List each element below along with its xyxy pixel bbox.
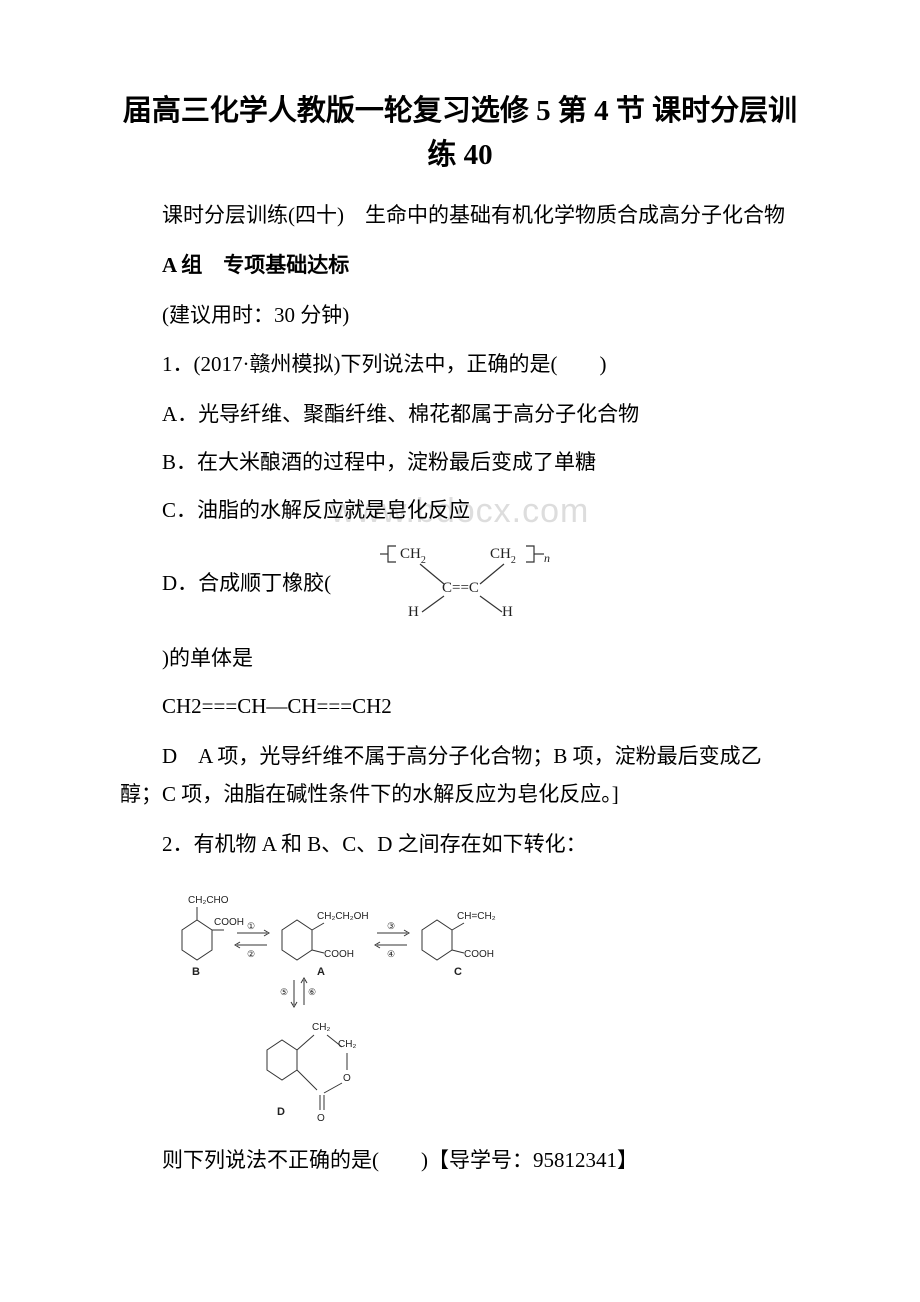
q2-tail: 则下列说法不正确的是( )【导学号：95812341】 bbox=[120, 1142, 800, 1180]
label-c: C bbox=[454, 966, 462, 978]
label-d-o1: O bbox=[343, 1073, 351, 1084]
label-ch2ch2oh: CH₂CH₂OH bbox=[317, 911, 369, 922]
n-subscript: n bbox=[544, 551, 550, 565]
content-area: 届高三化学人教版一轮复习选修 5 第 4 节 课时分层训练 40 课时分层训练(… bbox=[120, 90, 800, 1180]
q1-answer: D A 项，光导纤维不属于高分子化合物；B 项，淀粉最后变成乙醇；C 项，油脂在… bbox=[120, 738, 800, 814]
q1-option-b: B．在大米酿酒的过程中，淀粉最后变成了单糖 bbox=[120, 444, 800, 482]
label-d-ch2a: CH₂ bbox=[312, 1022, 330, 1033]
label-d-o2: O bbox=[317, 1113, 325, 1124]
section-a-header: A 组 专项基础达标 bbox=[120, 247, 800, 285]
label-cooh-a: COOH bbox=[324, 949, 354, 960]
label-d-ch2b: CH₂ bbox=[338, 1039, 356, 1050]
label-a: A bbox=[317, 966, 325, 978]
q2-stem: 2．有机物 A 和 B、C、D 之间存在如下转化： bbox=[120, 826, 800, 864]
label-5: ⑤ bbox=[280, 987, 288, 997]
label-6: ⑥ bbox=[308, 987, 316, 997]
polymer-structure-icon: CH2 CH2 n C==C bbox=[336, 540, 568, 631]
label-1: ① bbox=[247, 921, 255, 931]
label-b: B bbox=[192, 966, 200, 978]
q1-d-prefix: D．合成顺丁橡胶( bbox=[162, 571, 331, 595]
label-3: ③ bbox=[387, 921, 395, 931]
q1-d-suffix: )的单体是 bbox=[120, 640, 800, 678]
q1-d-formula: CH2===CH—CH===CH2 bbox=[120, 688, 800, 726]
label-chch2: CH=CH₂ bbox=[457, 911, 496, 922]
page-title: 届高三化学人教版一轮复习选修 5 第 4 节 课时分层训练 40 bbox=[120, 90, 800, 177]
label-2: ② bbox=[247, 949, 255, 959]
label-d: D bbox=[277, 1106, 285, 1118]
label-cooh-b: COOH bbox=[214, 917, 244, 928]
label-cooh-c: COOH bbox=[464, 949, 494, 960]
subtitle-text: 课时分层训练(四十) 生命中的基础有机化学物质合成高分子化合物 bbox=[120, 197, 800, 235]
label-4: ④ bbox=[387, 949, 395, 959]
h-left-label: H bbox=[408, 604, 419, 618]
q1-option-d: D．合成顺丁橡胶( CH2 CH2 n bbox=[120, 540, 800, 631]
ch2-right-label: CH2 bbox=[490, 546, 516, 566]
time-note: (建议用时：30 分钟) bbox=[120, 297, 800, 335]
reaction-diagram: B CH₂CHO COOH ① ② A bbox=[152, 875, 800, 1130]
label-ch2cho: CH₂CHO bbox=[188, 895, 229, 906]
ch2-left-label: CH2 bbox=[400, 546, 426, 566]
q1-option-a: A．光导纤维、聚酯纤维、棉花都属于高分子化合物 bbox=[120, 396, 800, 434]
q1-stem: 1．(2017·赣州模拟)下列说法中，正确的是( ) bbox=[120, 346, 800, 384]
h-right-label: H bbox=[502, 604, 513, 618]
q1-option-c: C．油脂的水解反应就是皂化反应 bbox=[120, 492, 800, 530]
c-double-c-label: C==C bbox=[442, 580, 479, 596]
